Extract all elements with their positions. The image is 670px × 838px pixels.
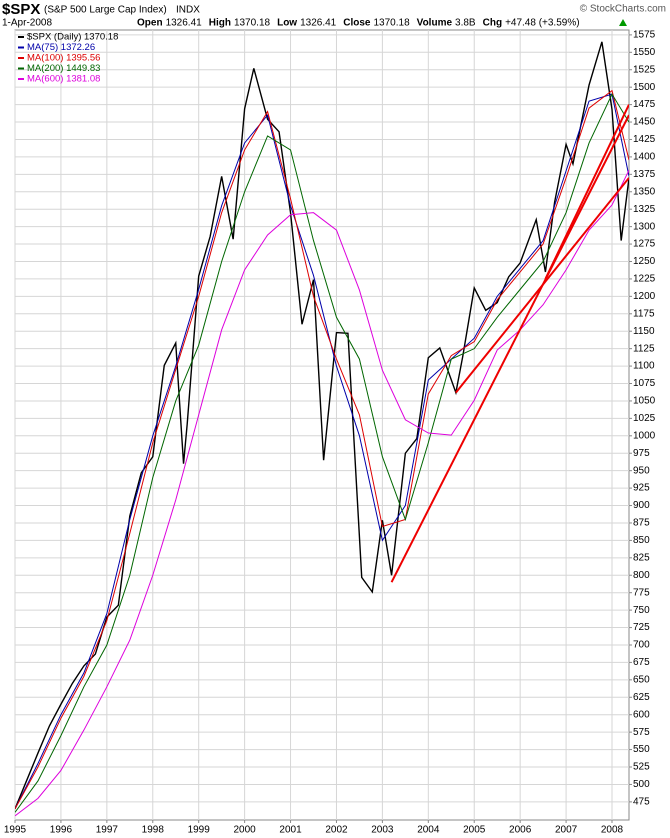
y-tick-label: 1350 [633, 186, 656, 197]
y-tick-label: 575 [633, 727, 650, 738]
y-tick-label: 650 [633, 674, 650, 685]
x-tick-label: 1995 [4, 825, 27, 836]
quote-value: 1326.41 [300, 18, 337, 29]
quote-value: 1370.18 [373, 18, 410, 29]
legend-label: $SPX (Daily) 1370.18 [27, 32, 118, 43]
legend-label: MA(600) 1381.08 [27, 74, 100, 85]
symbol: $SPX [2, 1, 40, 18]
y-tick-label: 1150 [633, 326, 655, 337]
quote-label: Close [343, 18, 371, 29]
credit: © StockCharts.com [580, 4, 666, 15]
y-tick-label: 525 [633, 762, 650, 773]
y-tick-label: 1375 [633, 169, 656, 180]
legend-label: MA(200) 1449.83 [27, 63, 100, 74]
quote-value: 1326.41 [166, 18, 203, 29]
y-tick-label: 600 [633, 709, 650, 720]
quote-label: Volume [417, 18, 453, 29]
legend-label: MA(100) 1395.56 [27, 53, 100, 64]
series-line [15, 41, 629, 810]
y-tick-label: 900 [633, 500, 650, 511]
plot [15, 41, 629, 817]
trendline [455, 177, 629, 394]
y-tick-label: 1575 [633, 30, 656, 41]
series-line [15, 169, 629, 817]
y-tick-label: 475 [633, 797, 650, 808]
y-tick-label: 1025 [633, 413, 656, 424]
x-tick-label: 2006 [509, 825, 532, 836]
date: 1-Apr-2008 [2, 18, 52, 29]
y-tick-label: 1050 [633, 396, 656, 407]
x-tick-label: 1998 [142, 825, 165, 836]
y-tick-label: 1000 [633, 430, 656, 441]
y-tick-label: 500 [633, 779, 650, 790]
y-tick-label: 550 [633, 744, 650, 755]
x-tick-label: 1997 [96, 825, 119, 836]
x-tick-label: 2000 [233, 825, 256, 836]
y-tick-label: 1450 [633, 117, 656, 128]
y-tick-label: 775 [633, 587, 650, 598]
series-line [15, 89, 629, 810]
trendline [390, 114, 629, 583]
y-tick-label: 1100 [633, 361, 655, 372]
y-tick-label: 1400 [633, 152, 656, 163]
x-tick-label: 2001 [279, 825, 302, 836]
quote: Open 1326.41 High 1370.18 Low 1326.41 Close 137… [137, 18, 580, 29]
y-tick-label: 725 [633, 622, 650, 633]
y-tick-label: 1250 [633, 256, 656, 267]
y-tick-label: 1175 [633, 308, 655, 319]
y-tick-label: 1500 [633, 82, 656, 93]
y-tick-label: 825 [633, 552, 650, 563]
series-line [15, 93, 629, 813]
y-tick-label: 950 [633, 465, 650, 476]
quote-label: Low [277, 18, 297, 29]
quote-value: +47.48 (+3.59%) [505, 18, 580, 29]
x-tick-label: 2005 [463, 825, 486, 836]
y-tick-label: 700 [633, 640, 650, 651]
x-tick-label: 2003 [371, 825, 394, 836]
quote-label: Open [137, 18, 163, 29]
quote-value: 3.8B [455, 18, 476, 29]
y-tick-label: 1325 [633, 204, 656, 215]
y-tick-label: 850 [633, 535, 650, 546]
y-tick-label: 975 [633, 448, 650, 459]
y-tick-label: 1300 [633, 221, 656, 232]
y-tick-label: 1225 [633, 274, 656, 285]
x-tick-label: 2007 [555, 825, 578, 836]
x-tick-label: 1999 [188, 825, 211, 836]
y-tick-label: 1275 [633, 239, 656, 250]
legend-label: MA(75) 1372.26 [27, 42, 95, 53]
y-tick-label: 875 [633, 518, 650, 529]
exchange: INDX [176, 5, 200, 16]
quote-label: High [209, 18, 231, 29]
x-tick-label: 1996 [50, 825, 73, 836]
x-tick-label: 2008 [601, 825, 624, 836]
up-arrow [619, 19, 627, 26]
y-tick-label: 1425 [633, 134, 656, 145]
y-tick-label: 625 [633, 692, 650, 703]
y-tick-label: 675 [633, 657, 650, 668]
y-tick-label: 1525 [633, 64, 656, 75]
x-tick-label: 2002 [325, 825, 348, 836]
series-line [15, 93, 629, 810]
x-tick-label: 2004 [417, 825, 440, 836]
y-tick-label: 800 [633, 570, 650, 581]
y-tick-label: 750 [633, 605, 650, 616]
y-tick-label: 1125 [633, 343, 655, 354]
trendline [544, 104, 629, 280]
y-tick-label: 1550 [633, 47, 656, 58]
y-tick-label: 925 [633, 483, 650, 494]
y-tick-label: 1475 [633, 99, 656, 110]
quote-label: Chg [483, 18, 502, 29]
y-tick-label: 1200 [633, 291, 656, 302]
y-tick-label: 1075 [633, 378, 656, 389]
subtitle: (S&P 500 Large Cap Index) [44, 5, 167, 16]
quote-value: 1370.18 [234, 18, 271, 29]
